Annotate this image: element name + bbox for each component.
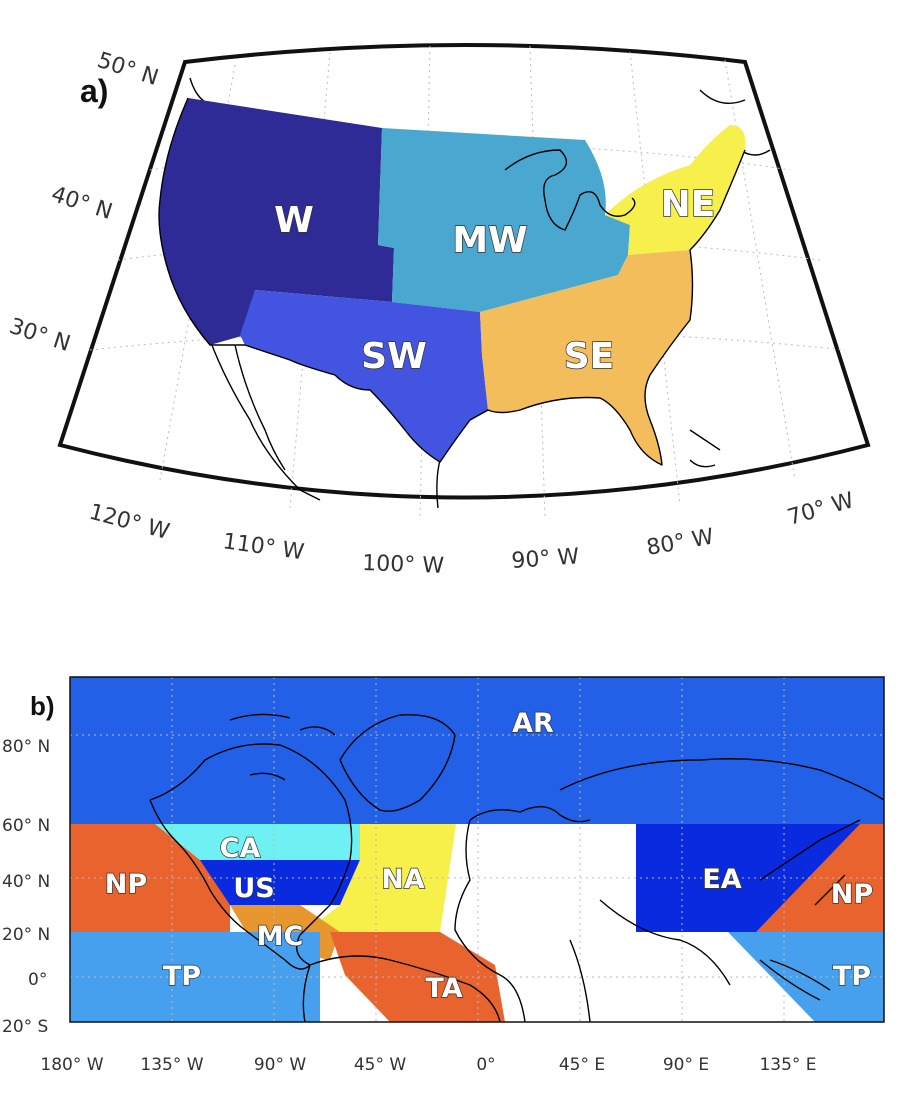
region-label-mw: MW <box>452 220 528 261</box>
region-label-w: W <box>274 200 314 241</box>
region-label-sw: SW <box>361 336 427 377</box>
panel-b-lat-label: 20° N <box>2 925 50 945</box>
panel-b-lat-label: 80° N <box>2 737 50 757</box>
region-na <box>305 824 456 932</box>
panel-a-gulf-coast <box>436 459 441 509</box>
panel-a-lon-label: 110° W <box>221 529 306 565</box>
coast-arctic-islands <box>229 713 336 781</box>
panel-b-frame <box>69 676 885 1023</box>
panel-a: a) 50° N 40° <box>6 43 871 579</box>
region-ar <box>70 677 884 824</box>
panel-b-lon-label: 135° E <box>759 1055 816 1075</box>
coast-asia <box>559 758 885 1001</box>
region-us <box>200 860 360 905</box>
region-label-tp-west: TP <box>163 961 201 992</box>
region-tp-east <box>728 932 884 1022</box>
panel-b-lon-label: 180° W <box>40 1055 103 1075</box>
region-label-ar: AR <box>512 708 554 739</box>
region-ne <box>605 125 746 255</box>
coast-east-asia-islands <box>769 874 846 991</box>
panel-b-lon-label: 45° E <box>559 1055 605 1075</box>
region-label-tp-east: TP <box>833 961 871 992</box>
region-tp-west <box>70 932 320 1022</box>
coast-north-america <box>149 743 353 970</box>
panel-a-baja-coast <box>234 344 286 471</box>
panel-b-lat-label: 20° S <box>2 1017 48 1037</box>
panel-a-mexico-coast <box>209 339 321 501</box>
region-ta <box>330 932 505 1022</box>
region-label-mc: MC <box>257 921 304 952</box>
panel-b-lat-label: 40° N <box>2 872 50 892</box>
panel-a-lat-label: 30° N <box>6 314 73 357</box>
panel-a-lon-label: 80° W <box>645 524 716 560</box>
region-label-np-west: NP <box>105 869 147 900</box>
panel-a-lon-label: 70° W <box>785 488 857 531</box>
panel-b: b) <box>2 676 885 1075</box>
panel-b-graticule <box>70 677 884 1022</box>
region-label-ca: CA <box>220 833 261 864</box>
panel-a-lat-label: 40° N <box>48 182 115 225</box>
panel-b-lon-label: 90° E <box>663 1055 709 1075</box>
region-label-ne: NE <box>661 184 716 225</box>
panel-b-lat-label: 0° <box>28 970 47 990</box>
region-label-us: US <box>233 873 274 904</box>
region-label-np-east: NP <box>831 879 873 910</box>
panel-a-lon-label: 90° W <box>511 544 581 574</box>
region-sw <box>240 290 488 462</box>
coast-south-america <box>302 955 501 1023</box>
panel-a-florida-keys <box>689 429 721 468</box>
panel-b-lon-label: 90° W <box>254 1055 307 1075</box>
region-mw <box>378 128 630 312</box>
region-label-na: NA <box>381 864 425 895</box>
region-se <box>480 250 693 465</box>
panel-a-lon-label: 100° W <box>362 551 445 579</box>
region-ca <box>155 824 360 860</box>
panel-b-lon-label: 45° W <box>354 1055 407 1075</box>
panel-b-lat-label: 60° N <box>2 816 50 836</box>
region-label-ea: EA <box>702 864 741 895</box>
region-label-se: SE <box>564 336 615 377</box>
coast-greenland <box>339 713 456 812</box>
coast-europe-africa <box>454 806 591 1023</box>
panel-b-letter: b) <box>30 691 55 721</box>
region-label-ta: TA <box>425 973 462 1004</box>
panel-b-coastlines <box>149 713 885 1023</box>
panel-a-great-lakes <box>504 149 636 231</box>
panel-b-lon-label: 0° <box>476 1055 495 1075</box>
panel-a-us-coastline <box>158 97 746 466</box>
panel-b-lon-label: 135° W <box>140 1055 203 1075</box>
region-w <box>159 98 394 345</box>
panel-a-lon-label: 120° W <box>86 500 172 545</box>
panel-a-letter: a) <box>80 73 108 109</box>
